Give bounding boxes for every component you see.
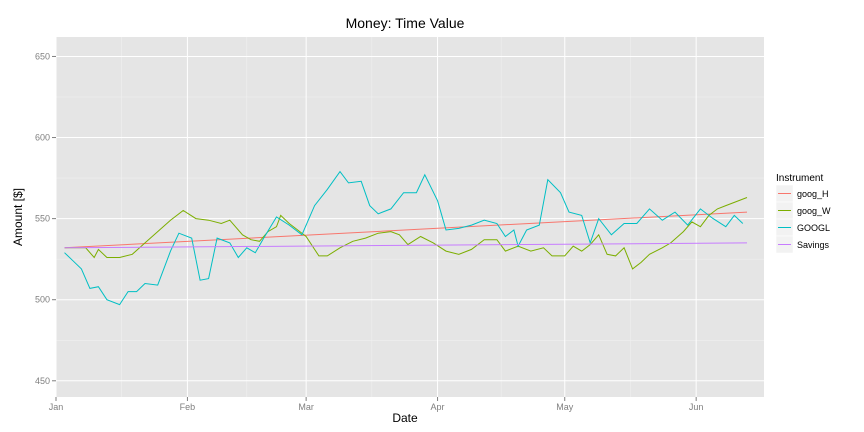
- x-tick-label: Mar: [298, 402, 314, 412]
- y-tick-label: 450: [35, 376, 50, 386]
- y-axis-title: Amount [$]: [11, 188, 25, 246]
- series-line-googl: [64, 170, 744, 306]
- x-tick-label: Apr: [431, 402, 445, 412]
- y-tick-label: 600: [35, 133, 50, 143]
- y-tick-label: 550: [35, 214, 50, 224]
- legend-label: goog_W: [797, 206, 831, 216]
- series-line-savings: [64, 242, 748, 249]
- x-tick-label: Jun: [689, 402, 704, 412]
- x-tick-label: Feb: [180, 402, 196, 412]
- grid-lines: [55, 37, 764, 397]
- x-tick-label: May: [556, 402, 574, 412]
- axes: 450 500 550 600 650 Jan Feb Mar Apr May Jun: [35, 51, 703, 412]
- legend-label: goog_H: [797, 189, 829, 199]
- y-tick-label: 500: [35, 295, 50, 305]
- series-line-goog-w: [64, 197, 748, 270]
- series-line-goog-h: [64, 211, 748, 249]
- series-lines: [64, 170, 748, 306]
- chart-title: Money: Time Value: [346, 15, 465, 31]
- legend-title: Instrument: [776, 173, 823, 184]
- y-tick-label: 650: [35, 51, 50, 61]
- x-axis-title: Date: [392, 411, 418, 425]
- legend-label: Savings: [797, 240, 830, 250]
- legend: Instrument goog_H goog_W GOOGL Savings: [775, 173, 831, 254]
- x-tick-label: Jan: [49, 402, 64, 412]
- legend-label: GOOGL: [797, 223, 830, 233]
